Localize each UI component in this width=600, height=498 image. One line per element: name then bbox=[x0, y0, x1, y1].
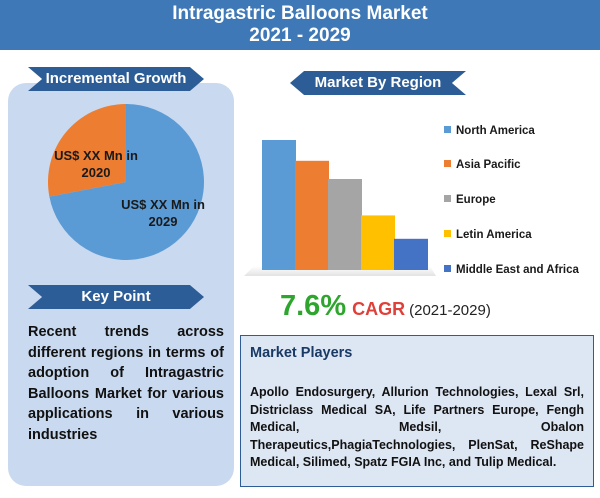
bar-asia-pacific bbox=[295, 160, 329, 270]
market-players-text: Apollo Endosurgery, Allurion Technologie… bbox=[250, 385, 584, 469]
legend-label: North America bbox=[456, 125, 535, 137]
pie-label-2020: US$ XX Mn in 2020 bbox=[54, 148, 138, 180]
legend-swatch bbox=[444, 126, 451, 133]
legend-label: Middle East and Africa bbox=[456, 264, 579, 276]
legend-item: Middle East and Africa bbox=[444, 263, 579, 277]
pie-slice-1 bbox=[49, 104, 205, 260]
key-point-text: Recent trends across different regions i… bbox=[28, 324, 224, 443]
market-by-region-ribbon: Market By Region bbox=[290, 71, 466, 95]
bar-letin-america bbox=[361, 215, 395, 270]
page-subtitle: 2021 - 2029 bbox=[249, 25, 351, 46]
incremental-growth-pie bbox=[46, 102, 206, 262]
legend-item: North America bbox=[444, 124, 535, 138]
cagr-years: (2021-2029) bbox=[409, 302, 491, 319]
market-players-box: Market Players Apollo Endosurgery, Allur… bbox=[240, 335, 594, 487]
legend-label: Asia Pacific bbox=[456, 159, 521, 171]
legend-label: Letin America bbox=[456, 229, 532, 241]
legend-swatch bbox=[444, 230, 451, 237]
page-header: Intragastric Balloons Market 2021 - 2029 bbox=[0, 0, 600, 50]
bar-north-america bbox=[262, 140, 296, 270]
pie-label-2029: US$ XX Mn in 2029 bbox=[121, 197, 205, 229]
cagr-display: 7.6% CAGR (2021-2029) bbox=[280, 290, 491, 323]
legend-item: Europe bbox=[444, 193, 496, 207]
pie-slice-0 bbox=[47, 104, 126, 197]
cagr-value: 7.6% bbox=[280, 290, 347, 322]
incremental-growth-ribbon: Incremental Growth bbox=[28, 67, 204, 91]
key-point-ribbon: Key Point bbox=[28, 285, 204, 309]
legend-swatch bbox=[444, 160, 451, 167]
bar-middle-east-africa bbox=[394, 238, 428, 270]
pie-chart-svg bbox=[47, 104, 205, 260]
legend-label: Europe bbox=[456, 194, 496, 206]
page-title: Intragastric Balloons Market bbox=[172, 3, 428, 24]
market-players-title: Market Players bbox=[250, 345, 353, 361]
legend-swatch bbox=[444, 265, 451, 272]
legend-item: Asia Pacific bbox=[444, 158, 521, 172]
bar-europe bbox=[328, 179, 362, 270]
legend-item: Letin America bbox=[444, 228, 532, 242]
region-bar-chart bbox=[244, 140, 436, 276]
legend-swatch bbox=[444, 195, 451, 202]
cagr-label: CAGR bbox=[352, 299, 406, 319]
bars-group bbox=[262, 140, 428, 270]
